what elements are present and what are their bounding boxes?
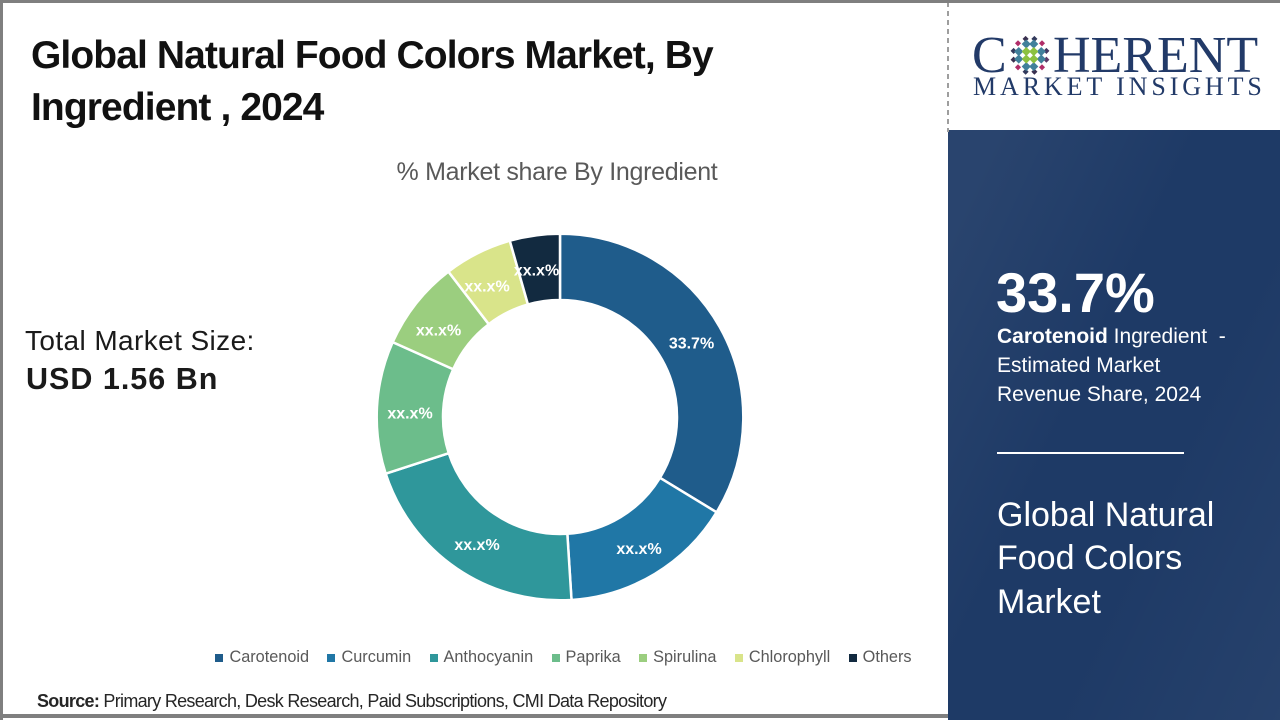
svg-text:xx.x%: xx.x% xyxy=(464,279,509,296)
svg-text:xx.x%: xx.x% xyxy=(416,323,461,340)
svg-text:HERENT: HERENT xyxy=(1053,27,1258,84)
svg-text:33.7%: 33.7% xyxy=(669,336,714,353)
svg-text:xx.x%: xx.x% xyxy=(616,541,661,558)
svg-text:MARKET INSIGHTS: MARKET INSIGHTS xyxy=(973,72,1266,101)
svg-text:C: C xyxy=(972,27,1007,84)
svg-text:xx.x%: xx.x% xyxy=(387,406,432,423)
svg-text:xx.x%: xx.x% xyxy=(454,537,499,554)
svg-text:xx.x%: xx.x% xyxy=(514,263,559,280)
